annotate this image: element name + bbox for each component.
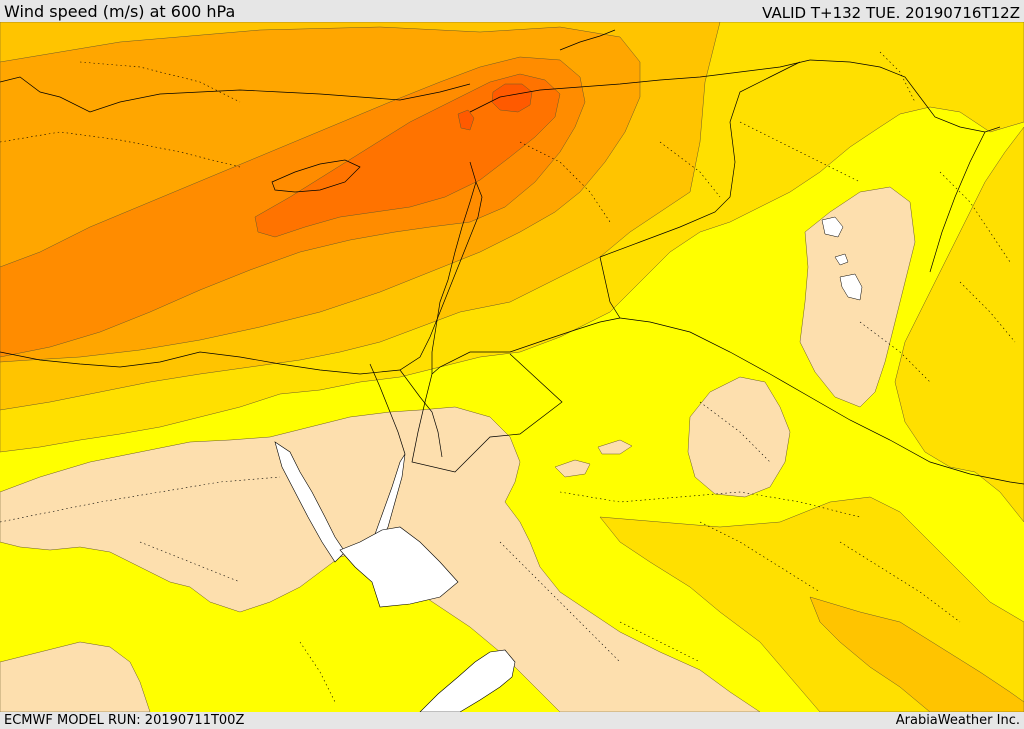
footer-bar: ECMWF MODEL RUN: 20190711T00Z ArabiaWeat… — [0, 712, 1024, 729]
border-jordan-saudi — [411, 353, 563, 473]
map-canvas — [0, 22, 1024, 712]
brand-label: ArabiaWeather Inc. — [895, 713, 1020, 728]
water-lake-1 — [821, 216, 844, 238]
zone-calm-small-2 — [597, 439, 633, 455]
band-amber-southeast — [809, 596, 1024, 712]
water-red-sea-south — [419, 649, 516, 712]
water-lake-2 — [839, 273, 863, 301]
band-red-orange-max — [491, 83, 533, 113]
internal-admin-boundaries — [0, 51, 1016, 703]
map-title: Wind speed (m/s) at 600 hPa — [4, 2, 236, 21]
border-sinai-gaza — [399, 369, 443, 458]
coastline-cyprus — [271, 159, 361, 193]
zone-calm-south-tail — [0, 641, 151, 712]
border-iraq-saudi — [619, 317, 1024, 485]
border-jordan — [431, 317, 621, 375]
band-red-orange-minor — [457, 109, 475, 131]
valid-time-label: VALID T+132 TUE. 20190716T12Z — [762, 4, 1020, 22]
border-turkey-syria — [469, 59, 811, 113]
water-red-sea-north — [339, 526, 459, 608]
water-lake-3 — [834, 253, 849, 266]
border-syria-iraq — [599, 61, 801, 319]
band-gold-east — [894, 126, 1024, 523]
border-iran-gulf — [929, 131, 986, 273]
model-run-label: ECMWF MODEL RUN: 20190711T00Z — [4, 713, 245, 728]
header-bar: Wind speed (m/s) at 600 hPa VALID T+132 … — [0, 0, 1024, 22]
zone-calm-small-1 — [554, 459, 591, 478]
wind-speed-map — [0, 22, 1024, 712]
border-lebanon-syria — [431, 181, 477, 374]
zone-calm-arabia-central — [687, 376, 791, 498]
band-orange-dark — [254, 73, 561, 238]
coastline-turkey — [0, 76, 471, 113]
border-egypt-israel — [369, 363, 406, 455]
border-iraq-iran — [809, 59, 1001, 133]
coastline-black-sea-edge — [559, 29, 616, 51]
